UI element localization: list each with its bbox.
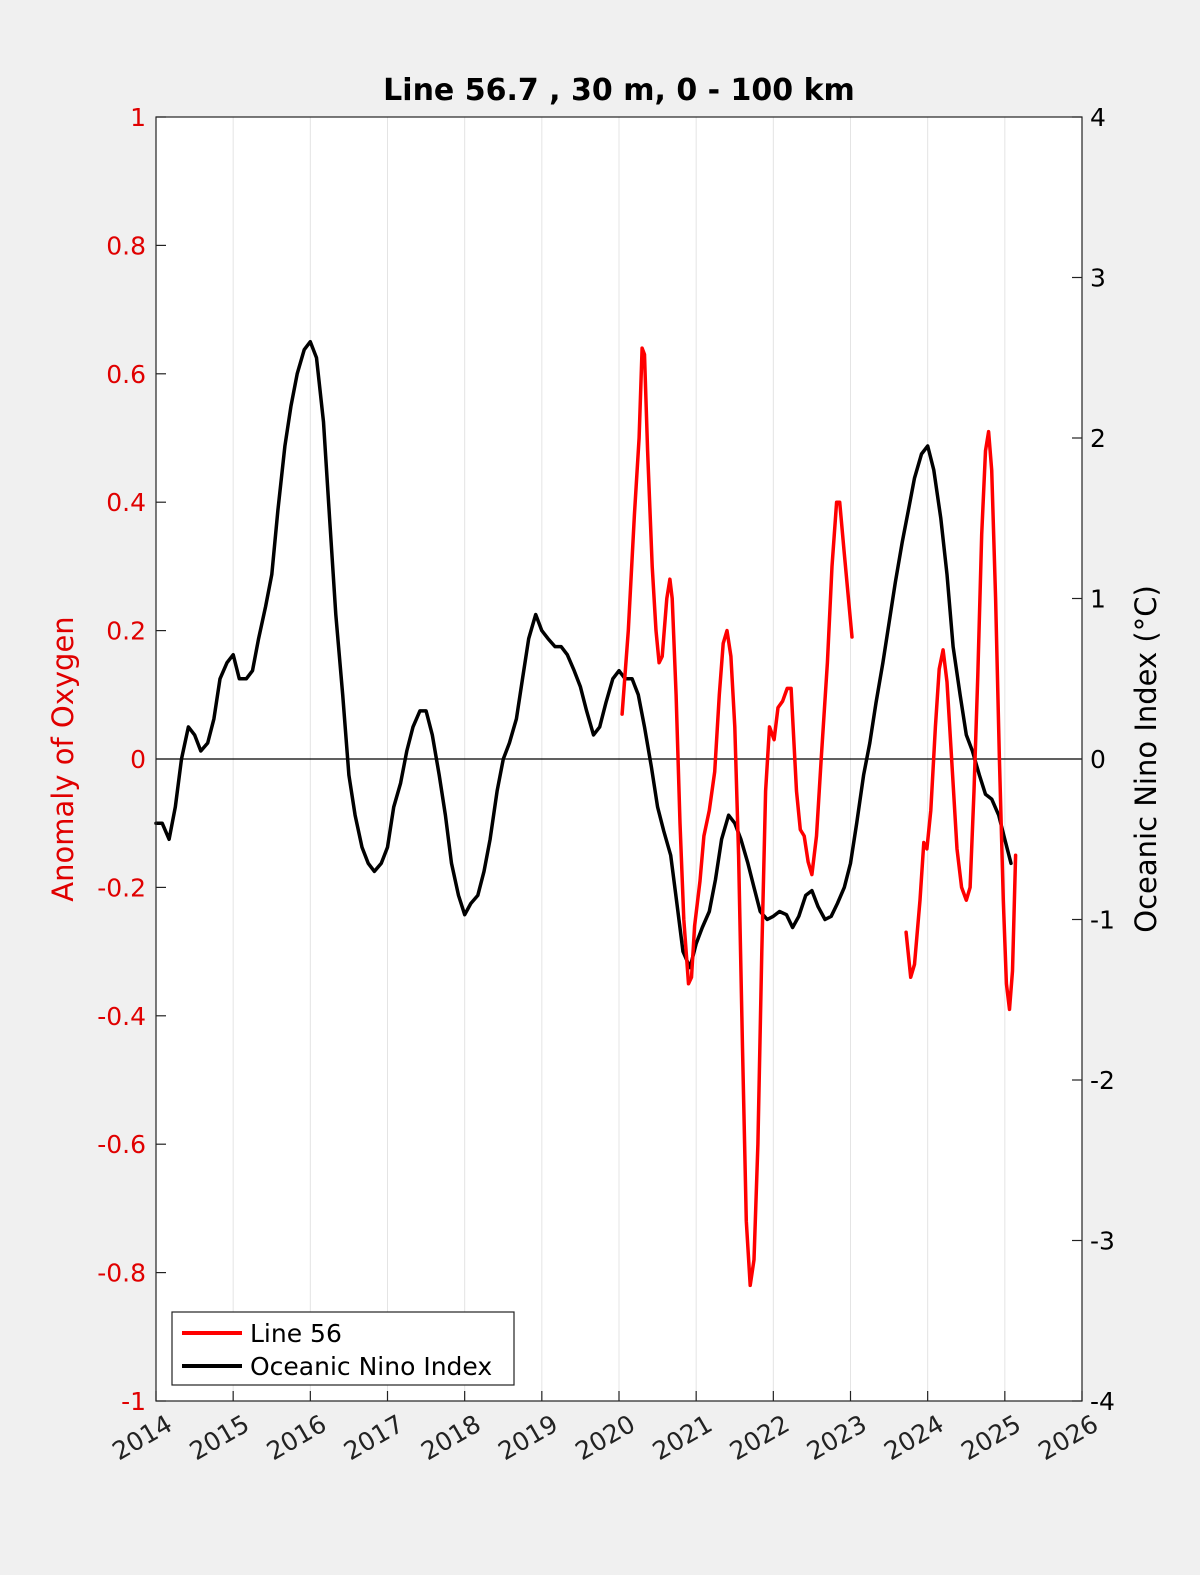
- left-axis-label: Anomaly of Oxygen: [46, 616, 80, 901]
- left-tick-label-0: 0: [130, 745, 146, 774]
- legend: Line 56 Oceanic Nino Index: [171, 1311, 515, 1386]
- left-tick-label--0.2: -0.2: [97, 873, 146, 902]
- left-y-axis: -1 -0.8 -0.6 -0.4 -0.2 0 0.2 0.4 0.6 0.8 1: [97, 103, 166, 1416]
- left-tick-label--1: -1: [121, 1387, 146, 1416]
- left-tick-label-0.4: 0.4: [106, 488, 146, 517]
- left-tick-label--0.8: -0.8: [97, 1259, 146, 1288]
- x-tick-label-2023: 2023: [802, 1409, 872, 1466]
- x-axis: 2014 2015 2016 2017 2018 2019 2020 2021 2022 2023…: [107, 1391, 1103, 1466]
- right-tick-label-3: 3: [1090, 264, 1106, 293]
- x-tick-label-2016: 2016: [262, 1409, 332, 1466]
- x-tick-label-2021: 2021: [648, 1409, 718, 1466]
- x-tick-label-2018: 2018: [416, 1409, 486, 1466]
- right-tick-label--4: -4: [1090, 1387, 1115, 1416]
- right-tick-label--3: -3: [1090, 1227, 1115, 1256]
- x-tick-label-2019: 2019: [493, 1409, 563, 1466]
- x-tick-label-2014: 2014: [107, 1409, 177, 1466]
- right-tick-label-0: 0: [1090, 745, 1106, 774]
- legend-box: [171, 1311, 515, 1386]
- x-tick-label-2025: 2025: [956, 1409, 1026, 1466]
- left-tick-label-0.2: 0.2: [106, 617, 146, 646]
- x-tick-label-2017: 2017: [339, 1409, 409, 1466]
- series-line-oceanic-nino-index: [154, 339, 1013, 970]
- left-tick-label--0.6: -0.6: [97, 1130, 146, 1159]
- right-tick-label--2: -2: [1090, 1066, 1115, 1095]
- x-tick-label-2022: 2022: [725, 1409, 795, 1466]
- x-tick-label-2024: 2024: [879, 1409, 949, 1466]
- right-tick-label-1: 1: [1090, 585, 1106, 614]
- chart-title: Line 56.7 , 30 m, 0 - 100 km: [383, 73, 855, 108]
- right-tick-label--1: -1: [1090, 906, 1115, 935]
- left-tick-label-0.8: 0.8: [106, 231, 146, 260]
- legend-label-oni: Oceanic Nino Index: [250, 1352, 492, 1381]
- right-y-axis: -4 -3 -2 -1 0 1 2 3 4: [1072, 103, 1115, 1416]
- series-line-line56-segment-2: [904, 429, 1018, 1012]
- left-tick-label-1: 1: [130, 103, 146, 132]
- legend-label-line56: Line 56: [250, 1319, 342, 1348]
- left-tick-label--0.4: -0.4: [97, 1002, 146, 1031]
- x-tick-label-2026: 2026: [1033, 1409, 1103, 1466]
- x-tick-label-2020: 2020: [570, 1409, 640, 1466]
- right-tick-label-4: 4: [1090, 103, 1106, 132]
- series-line-line56-segment-1: [620, 346, 854, 1288]
- series-layer: [154, 339, 1018, 1288]
- right-tick-label-2: 2: [1090, 424, 1106, 453]
- x-tick-label-2015: 2015: [185, 1409, 255, 1466]
- right-axis-label: Oceanic Nino Index (°C): [1129, 585, 1163, 933]
- left-tick-label-0.6: 0.6: [106, 360, 146, 389]
